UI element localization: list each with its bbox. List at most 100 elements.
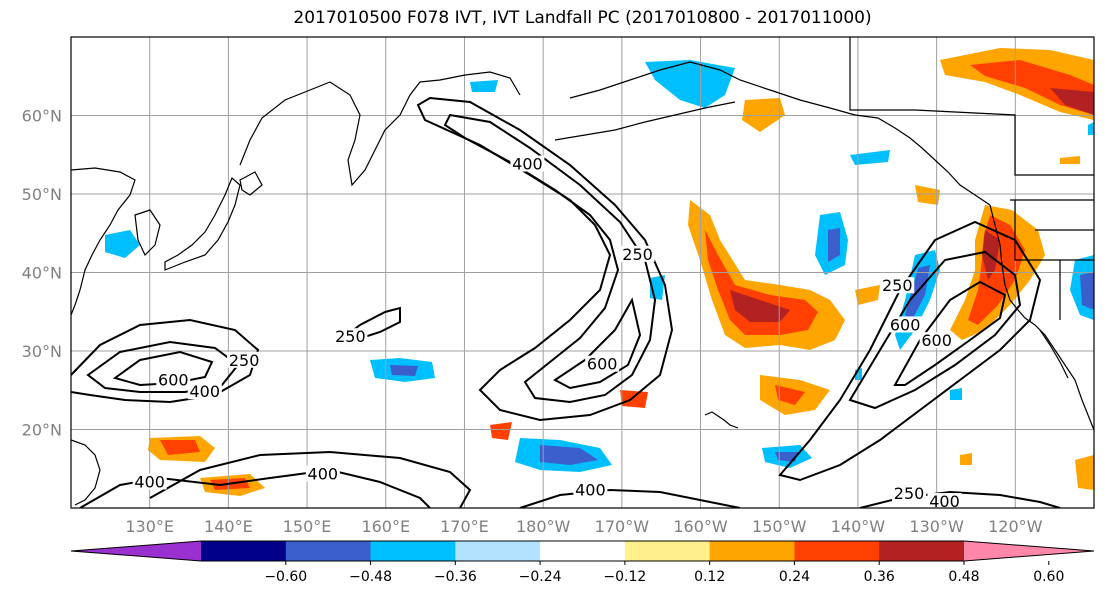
lon-tick-label: 170°E <box>440 517 489 536</box>
lat-tick-label: 50°N <box>22 185 62 204</box>
aleutian-islands <box>554 101 736 141</box>
ivt-contour-600 <box>112 350 214 387</box>
north-america-coastline <box>989 204 1094 431</box>
positive-patch <box>775 385 805 405</box>
hokkaido-coastline <box>239 171 263 196</box>
alaska-coastline <box>569 61 991 206</box>
korea-coastline <box>134 209 161 257</box>
negative-anomaly-region <box>850 150 890 165</box>
contour-label-background <box>919 332 954 349</box>
colorbar-tick-label: −0.24 <box>519 569 562 585</box>
negative-anomaly-region <box>105 230 140 258</box>
lon-tick-label: 130°E <box>125 517 174 536</box>
contour-label-background <box>305 465 340 482</box>
colorbar-tick-label: 0.60 <box>1033 569 1064 585</box>
contour-label: 600 <box>921 331 952 350</box>
colorbar-segment <box>455 541 541 561</box>
lon-tick-label: 140°W <box>831 517 886 536</box>
coastal-positive-core <box>968 215 1025 325</box>
colorbar-tick-label: 0.24 <box>779 569 810 585</box>
ivt-contour-600 <box>893 280 1007 386</box>
negative-anomaly-core <box>390 365 418 376</box>
positive-patch <box>160 440 200 455</box>
contour-label-background <box>927 493 962 510</box>
lon-tick-label: 160°W <box>673 517 728 536</box>
ivt-contour-400 <box>848 250 1022 410</box>
colorbar-segment <box>794 541 880 561</box>
contour-label-background <box>880 277 915 294</box>
ivt-contour-400 <box>443 113 657 404</box>
contour-label-background <box>227 351 262 368</box>
ivt-contours <box>71 96 1061 508</box>
positive-patch <box>620 390 648 408</box>
colorbar-tick-label: −0.12 <box>603 569 646 585</box>
contour-label-background <box>620 245 655 262</box>
positive-patch <box>1060 156 1080 164</box>
colorbar-tick-label: −0.60 <box>264 569 307 585</box>
negative-anomaly-region <box>645 60 735 108</box>
contour-label-background <box>333 328 368 345</box>
colorbar: −0.60 −0.48 −0.36 −0.24 −0.12 0.12 0.24 0.36 0.4… <box>70 540 1095 585</box>
ivt-contour-400 <box>86 340 240 393</box>
contour-label-background <box>892 485 927 502</box>
negative-anomaly-region <box>1088 122 1094 135</box>
negative-anomaly-region <box>470 80 498 92</box>
siberia-coastline <box>239 71 521 187</box>
contour-label: 250 <box>882 276 913 295</box>
lon-tick-label: 180°W <box>516 517 571 536</box>
colorbar-extend-min <box>71 541 201 561</box>
colorbar-extend-max <box>964 541 1094 561</box>
lon-tick-label: 140°E <box>204 517 253 536</box>
positive-patch <box>855 285 880 305</box>
filled-anomaly-layer <box>105 48 1094 496</box>
colorbar-tick-label: 0.36 <box>864 569 895 585</box>
contour-label-background <box>585 355 620 372</box>
contour-label-background <box>156 371 191 388</box>
colorbar-segment <box>709 541 795 561</box>
us-state-borders <box>1014 200 1094 320</box>
contour-label: 400 <box>512 155 543 174</box>
lon-tick-label: 120°W <box>988 517 1043 536</box>
contour-label-background <box>510 155 545 172</box>
canada-us-border <box>849 37 1094 176</box>
lon-tick-label: 160°E <box>361 517 410 536</box>
ivt-contour-250 <box>149 450 472 508</box>
colorbar-segment <box>879 541 965 561</box>
coastlines <box>71 37 1094 506</box>
contour-label: 250 <box>229 351 260 370</box>
lon-tick-label: 150°W <box>752 517 807 536</box>
ivt-contour-600 <box>553 297 642 390</box>
lon-tick-label: 170°W <box>595 517 650 536</box>
contour-label: 250 <box>622 245 653 264</box>
contour-label: 400 <box>308 465 339 484</box>
hawaii-islands <box>704 411 739 429</box>
contour-label-background <box>132 473 167 490</box>
lat-tick-label: 60°N <box>22 107 62 126</box>
contour-label: 600 <box>587 355 618 374</box>
contour-label: 400 <box>929 492 960 511</box>
ivt-contour-250 <box>778 220 1042 482</box>
colorbar-segment <box>370 541 456 561</box>
negative-anomaly-region <box>950 388 962 400</box>
contour-label: 250 <box>335 327 366 346</box>
contour-label: 400 <box>190 382 221 401</box>
positive-patch <box>960 453 972 465</box>
negative-anomaly-core <box>540 445 598 465</box>
baja-coastline <box>1039 329 1069 379</box>
positive-patch <box>915 185 940 205</box>
lon-tick-label: 150°E <box>283 517 332 536</box>
gridlines <box>71 37 1094 508</box>
contour-label: 250 <box>894 484 925 503</box>
colorbar-outline <box>70 540 1095 562</box>
negative-anomaly-core <box>1080 272 1094 310</box>
positive-patch <box>1075 455 1094 490</box>
colorbar-segment <box>285 541 372 561</box>
lat-tick-label: 30°N <box>22 342 62 361</box>
map-title: 2017010500 F078 IVT, IVT Landfall PC (20… <box>293 8 872 28</box>
asia-coastline <box>71 167 136 316</box>
longitude-labels: 130°E 140°E 150°E 160°E 170°E 180°W 170°W 160°W… <box>125 517 1042 536</box>
contour-label: 400 <box>134 472 165 491</box>
map-frame <box>70 36 1095 509</box>
